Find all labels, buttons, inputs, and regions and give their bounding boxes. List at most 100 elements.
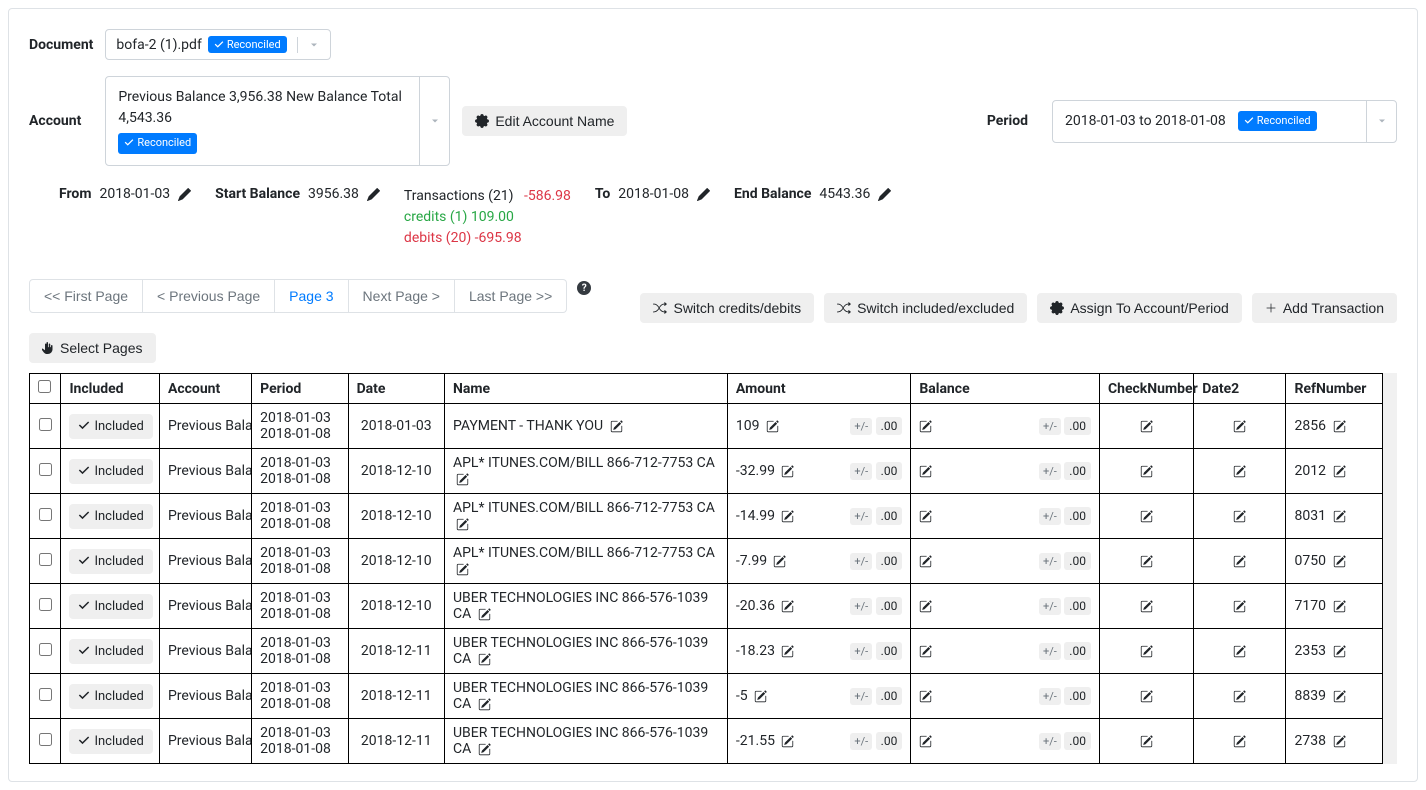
row-checkbox[interactable]	[39, 598, 52, 611]
plus-minus-toggle[interactable]: +/-	[850, 688, 872, 705]
edit-icon[interactable]	[1140, 643, 1153, 659]
row-checkbox[interactable]	[39, 733, 52, 746]
next-page-button[interactable]: Next Page >	[349, 279, 455, 313]
assign-button[interactable]: Assign To Account/Period	[1037, 293, 1242, 323]
edit-icon[interactable]	[178, 186, 191, 202]
edit-icon[interactable]	[1140, 553, 1153, 569]
edit-icon[interactable]	[1233, 553, 1246, 569]
edit-icon[interactable]	[766, 418, 779, 434]
plus-minus-toggle[interactable]: +/-	[850, 463, 872, 480]
edit-icon[interactable]	[919, 598, 932, 614]
included-toggle[interactable]: Included	[69, 414, 152, 439]
included-toggle[interactable]: Included	[69, 504, 152, 529]
row-checkbox[interactable]	[39, 553, 52, 566]
edit-icon[interactable]	[1233, 598, 1246, 614]
decimals-toggle[interactable]: .00	[876, 642, 903, 660]
included-toggle[interactable]: Included	[69, 639, 152, 664]
edit-icon[interactable]	[1233, 733, 1246, 749]
edit-icon[interactable]	[1140, 418, 1153, 434]
plus-minus-toggle[interactable]: +/-	[1039, 598, 1061, 615]
row-checkbox[interactable]	[39, 418, 52, 431]
edit-icon[interactable]	[1233, 688, 1246, 704]
included-toggle[interactable]: Included	[69, 684, 152, 709]
edit-icon[interactable]	[1140, 688, 1153, 704]
plus-minus-toggle[interactable]: +/-	[1039, 553, 1061, 570]
plus-minus-toggle[interactable]: +/-	[850, 508, 872, 525]
edit-icon[interactable]	[754, 688, 767, 704]
edit-icon[interactable]	[1140, 598, 1153, 614]
edit-icon[interactable]	[1233, 508, 1246, 524]
row-checkbox[interactable]	[39, 643, 52, 656]
included-toggle[interactable]: Included	[69, 594, 152, 619]
included-toggle[interactable]: Included	[69, 729, 152, 754]
included-toggle[interactable]: Included	[69, 549, 152, 574]
decimals-toggle[interactable]: .00	[876, 507, 903, 525]
period-select[interactable]: 2018-01-03 to 2018-01-08 Reconciled	[1052, 100, 1397, 143]
edit-icon[interactable]	[367, 186, 380, 202]
chevron-down-icon[interactable]	[419, 77, 449, 165]
select-pages-button[interactable]: Select Pages	[29, 333, 156, 363]
decimals-toggle[interactable]: .00	[1064, 462, 1091, 480]
first-page-button[interactable]: << First Page	[29, 279, 143, 313]
edit-icon[interactable]	[919, 463, 932, 479]
edit-icon[interactable]	[697, 186, 710, 202]
edit-icon[interactable]	[1333, 418, 1346, 434]
decimals-toggle[interactable]: .00	[1064, 597, 1091, 615]
plus-minus-toggle[interactable]: +/-	[1039, 418, 1061, 435]
switch-credits-debits-button[interactable]: Switch credits/debits	[640, 293, 814, 323]
edit-icon[interactable]	[878, 186, 891, 202]
edit-icon[interactable]	[1233, 418, 1246, 434]
prev-page-button[interactable]: < Previous Page	[143, 279, 275, 313]
edit-icon[interactable]	[478, 696, 491, 712]
edit-icon[interactable]	[478, 606, 491, 622]
edit-icon[interactable]	[1333, 598, 1346, 614]
transactions-table-wrap[interactable]: Included Account Period Date Name Amount…	[29, 373, 1397, 764]
decimals-toggle[interactable]: .00	[876, 687, 903, 705]
current-page-button[interactable]: Page 3	[275, 279, 348, 313]
edit-icon[interactable]	[456, 516, 469, 532]
decimals-toggle[interactable]: .00	[876, 417, 903, 435]
chevron-down-icon[interactable]	[1366, 101, 1396, 142]
document-select[interactable]: bofa-2 (1).pdf Reconciled	[105, 29, 330, 60]
edit-icon[interactable]	[1140, 508, 1153, 524]
plus-minus-toggle[interactable]: +/-	[850, 553, 872, 570]
edit-icon[interactable]	[1333, 553, 1346, 569]
edit-icon[interactable]	[1233, 463, 1246, 479]
row-checkbox[interactable]	[39, 688, 52, 701]
decimals-toggle[interactable]: .00	[1064, 552, 1091, 570]
edit-icon[interactable]	[781, 733, 794, 749]
included-toggle[interactable]: Included	[69, 459, 152, 484]
select-all-checkbox[interactable]	[38, 380, 51, 393]
edit-icon[interactable]	[781, 643, 794, 659]
edit-icon[interactable]	[478, 651, 491, 667]
edit-icon[interactable]	[1333, 643, 1346, 659]
plus-minus-toggle[interactable]: +/-	[850, 418, 872, 435]
edit-icon[interactable]	[456, 471, 469, 487]
decimals-toggle[interactable]: .00	[1064, 507, 1091, 525]
edit-icon[interactable]	[1333, 733, 1346, 749]
decimals-toggle[interactable]: .00	[1064, 642, 1091, 660]
edit-icon[interactable]	[478, 741, 491, 757]
edit-icon[interactable]	[1140, 463, 1153, 479]
plus-minus-toggle[interactable]: +/-	[1039, 688, 1061, 705]
plus-minus-toggle[interactable]: +/-	[850, 733, 872, 750]
add-transaction-button[interactable]: Add Transaction	[1252, 293, 1397, 323]
decimals-toggle[interactable]: .00	[1064, 732, 1091, 750]
decimals-toggle[interactable]: .00	[876, 552, 903, 570]
edit-icon[interactable]	[1233, 643, 1246, 659]
edit-icon[interactable]	[919, 553, 932, 569]
switch-included-excluded-button[interactable]: Switch included/excluded	[824, 293, 1027, 323]
decimals-toggle[interactable]: .00	[876, 732, 903, 750]
plus-minus-toggle[interactable]: +/-	[1039, 463, 1061, 480]
plus-minus-toggle[interactable]: +/-	[850, 643, 872, 660]
plus-minus-toggle[interactable]: +/-	[1039, 643, 1061, 660]
edit-icon[interactable]	[773, 553, 786, 569]
edit-icon[interactable]	[919, 688, 932, 704]
edit-icon[interactable]	[610, 418, 623, 434]
edit-icon[interactable]	[781, 508, 794, 524]
edit-icon[interactable]	[781, 463, 794, 479]
edit-icon[interactable]	[919, 643, 932, 659]
edit-account-button[interactable]: Edit Account Name	[462, 106, 627, 136]
edit-icon[interactable]	[919, 418, 932, 434]
edit-icon[interactable]	[1333, 463, 1346, 479]
